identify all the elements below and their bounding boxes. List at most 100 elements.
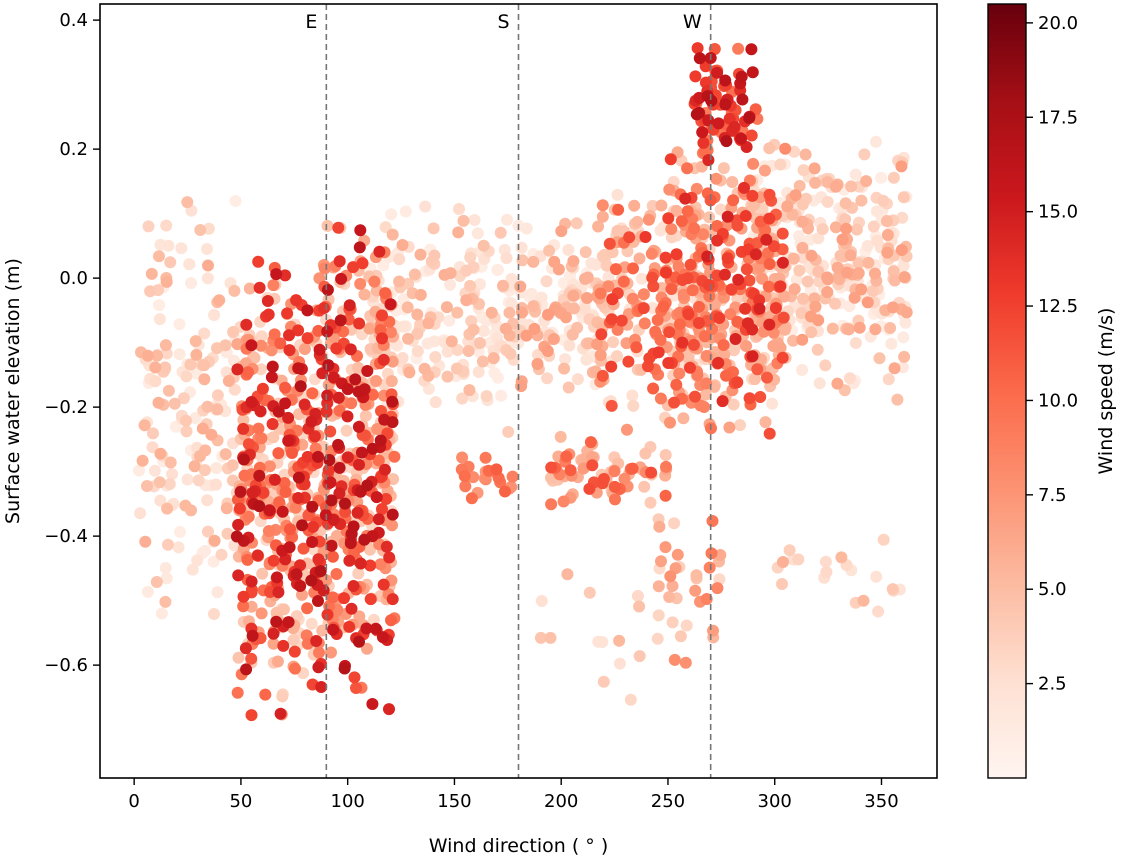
data-point [376,503,388,515]
data-point [602,280,615,293]
data-point [301,450,314,463]
data-point [245,709,258,722]
data-point [692,317,705,329]
data-point [535,595,548,607]
data-point [790,273,803,286]
data-point [465,492,478,505]
data-point [255,330,268,343]
data-point [341,451,354,464]
data-point [596,369,609,382]
data-point [386,593,399,606]
data-point [173,348,186,361]
data-point [151,349,164,362]
data-point [384,326,397,339]
data-point [201,272,214,285]
data-point [792,553,805,566]
data-point [370,375,383,387]
data-point [635,272,648,285]
data-point [840,266,853,279]
data-point [600,259,613,272]
data-point [411,327,424,340]
data-point [612,203,625,216]
data-point [242,510,255,523]
data-point [745,129,758,142]
data-point [385,208,398,221]
data-point [332,221,345,234]
data-point [740,340,753,352]
data-point [265,371,278,384]
data-point [352,361,365,374]
data-point [699,388,712,401]
data-point [505,297,518,310]
data-point [282,434,295,447]
data-point [881,229,894,241]
data-point [159,595,172,608]
data-point [305,617,318,630]
data-point [146,441,159,454]
data-point [152,396,165,409]
data-point [664,416,676,429]
data-point [564,464,577,477]
data-point [150,576,163,588]
data-point [284,523,296,536]
data-point [621,423,633,436]
data-point [797,164,810,177]
data-point [633,650,646,663]
data-point [386,416,399,429]
data-point [796,198,809,211]
data-point [330,529,343,542]
data-point [762,280,775,293]
data-point [731,315,744,328]
data-point [739,302,752,315]
data-point [681,205,694,218]
data-point [745,43,758,56]
data-point [245,652,258,665]
data-point [226,459,239,472]
data-point [262,525,275,537]
data-point [231,363,244,376]
data-point [307,520,319,533]
data-point [358,288,371,301]
data-point [345,397,358,410]
data-point [385,375,398,388]
x-tick-label: 300 [758,791,792,812]
data-point [809,176,822,189]
data-point [796,215,809,228]
data-point [579,246,592,259]
data-point [697,228,710,241]
data-point [460,264,473,277]
data-point [366,442,379,455]
data-point [363,322,376,335]
data-point [386,508,399,521]
data-point [633,600,646,613]
data-point [872,605,885,618]
data-point [324,425,337,438]
data-point [278,468,291,481]
data-point [767,340,780,352]
data-point [460,294,473,307]
data-point [627,262,639,275]
data-point [208,534,221,547]
data-point [380,540,393,553]
data-point [623,231,636,244]
data-point [545,461,558,474]
data-point [271,655,284,668]
data-point [276,505,289,518]
x-tick-label: 350 [864,791,898,812]
data-point [711,66,724,79]
data-point [174,525,186,538]
data-point [541,345,554,357]
data-point [809,300,822,313]
data-point [384,298,397,311]
data-point [657,300,670,313]
data-point [887,171,900,184]
data-point [142,220,155,233]
data-point [542,308,554,321]
data-point [240,318,253,331]
data-point [487,352,500,365]
data-point [159,562,172,574]
data-point [321,608,334,621]
data-point [594,287,607,300]
data-point [899,316,912,329]
